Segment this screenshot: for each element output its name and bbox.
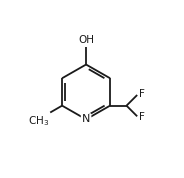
Text: CH$_3$: CH$_3$	[28, 114, 49, 128]
Text: N: N	[82, 114, 90, 124]
Text: OH: OH	[78, 35, 94, 45]
Text: F: F	[139, 112, 144, 122]
Text: F: F	[139, 89, 144, 99]
